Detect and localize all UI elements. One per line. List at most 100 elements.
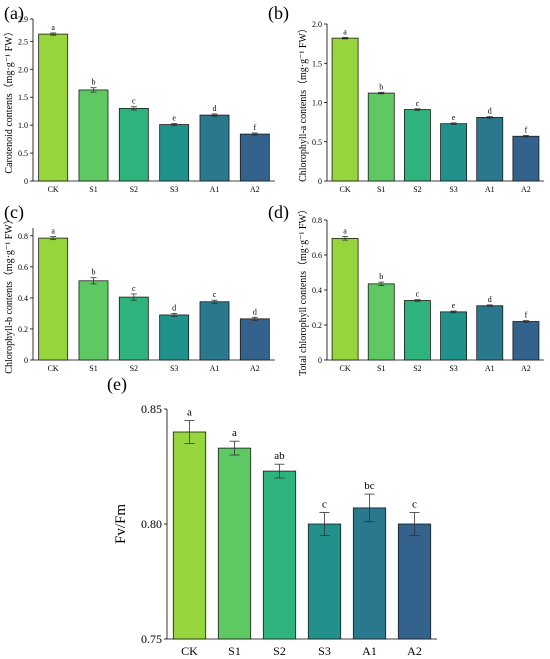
y-tick-label: 2.5 <box>18 37 28 46</box>
significance-letter: c <box>412 499 417 511</box>
y-axis-label: Chlorophyll-b contents（mg·g⁻¹ FW） <box>3 214 15 373</box>
y-tick-label: 0.6 <box>312 251 322 260</box>
significance-letter: c <box>416 99 420 108</box>
significance-letter: c <box>132 284 136 293</box>
x-tick-label: S2 <box>273 644 286 658</box>
y-tick-label: 0.4 <box>312 286 322 295</box>
y-tick-label: 0.6 <box>18 263 28 272</box>
significance-letter: f <box>525 125 528 134</box>
y-tick-label: 1.5 <box>18 93 28 102</box>
x-tick-label: S3 <box>449 364 457 373</box>
bar-S1 <box>217 447 252 640</box>
x-tick-label: A2 <box>250 185 260 194</box>
x-tick-label: A1 <box>485 364 495 373</box>
y-tick-label: 0 <box>318 177 322 186</box>
bar-S3 <box>440 123 468 182</box>
y-tick-label: 2.0 <box>18 65 28 74</box>
x-tick-label: CK <box>48 185 59 194</box>
x-tick-label: S3 <box>318 644 331 658</box>
y-tick-label: 0 <box>318 356 322 365</box>
bar-S3 <box>159 124 190 182</box>
panel-b: (b) 0 0.5 1.0 1.5 2.0 a CK b S1 c S2 e S3 d A1 f A2 Chloro… <box>268 3 544 194</box>
y-tick-label: 0.4 <box>18 294 28 303</box>
panel-label: (c) <box>4 202 24 223</box>
y-axis-label: Total chlorophyll contents（mg·g⁻¹ FW） <box>297 204 309 376</box>
significance-letter: e <box>172 113 176 122</box>
x-tick-label: S1 <box>377 185 385 194</box>
significance-letter: a <box>51 227 55 236</box>
x-tick-label: S1 <box>89 185 97 194</box>
bar-S1 <box>367 92 395 182</box>
y-axis-label: Fv/Fm <box>113 504 129 544</box>
bar-A1 <box>199 301 230 361</box>
y-tick-label: 2.9 <box>18 15 28 24</box>
bar-S2 <box>118 296 149 361</box>
y-tick-label: 0.5 <box>312 138 322 147</box>
significance-letter: f <box>525 311 528 320</box>
significance-letter: b <box>92 268 96 277</box>
x-tick-label: S1 <box>377 364 385 373</box>
y-tick-label: 2.0 <box>312 20 322 29</box>
bar-A2 <box>512 135 540 182</box>
y-axis-label: Carotenoid contents（mg·g⁻¹ FW） <box>3 26 15 173</box>
y-tick-label: 0.85 <box>141 402 162 416</box>
bar-A2 <box>397 523 432 640</box>
significance-letter: c <box>132 97 136 106</box>
significance-letter: c <box>213 290 217 299</box>
significance-letter: e <box>452 301 456 310</box>
x-tick-label: S2 <box>413 185 421 194</box>
x-tick-label: S1 <box>228 644 241 658</box>
x-tick-label: S1 <box>89 364 97 373</box>
significance-letter: b <box>92 78 96 87</box>
significance-letter: d <box>213 104 217 113</box>
x-tick-label: A1 <box>485 185 495 194</box>
significance-letter: a <box>343 27 347 36</box>
significance-letter: f <box>253 123 256 132</box>
y-tick-label: 0.5 <box>18 149 28 158</box>
bar-S1 <box>78 89 109 182</box>
y-tick-label: 0.8 <box>18 232 28 241</box>
significance-letter: c <box>416 290 420 299</box>
bar-S3 <box>307 523 342 640</box>
bar-S2 <box>403 109 431 182</box>
y-tick-label: 0 <box>24 356 28 365</box>
significance-letter: ab <box>274 450 285 462</box>
x-tick-label: A1 <box>210 364 220 373</box>
bar-A1 <box>199 114 230 182</box>
bar-CK <box>38 33 69 182</box>
bar-S1 <box>78 280 109 361</box>
panel-d: (d) 0 0.2 0.4 0.6 0.8 a CK b S1 c S2 e S3 d A1 f A2 Total … <box>268 202 544 376</box>
x-tick-label: S2 <box>130 185 138 194</box>
panel-label: (a) <box>4 3 24 24</box>
significance-letter: bc <box>364 480 375 492</box>
x-tick-label: S2 <box>130 364 138 373</box>
bar-S1 <box>367 283 395 361</box>
panel-a: (a) 0 0.5 1.0 1.5 2.0 2.5 2.9 a CK b S1 c S2 e S3 d A1 f A2… <box>3 3 275 194</box>
panel-label: (e) <box>107 374 127 395</box>
bar-CK <box>331 37 359 182</box>
significance-letter: a <box>343 227 347 236</box>
x-tick-label: S2 <box>413 364 421 373</box>
bar-S2 <box>262 470 297 640</box>
significance-letter: a <box>51 23 55 32</box>
y-tick-label: 1.0 <box>18 121 28 130</box>
x-tick-label: A2 <box>521 364 531 373</box>
bar-CK <box>172 431 207 640</box>
x-tick-label: A1 <box>210 185 220 194</box>
bar-A1 <box>352 507 387 640</box>
significance-letter: b <box>379 272 383 281</box>
significance-letter: b <box>379 82 383 91</box>
x-tick-label: CK <box>340 364 351 373</box>
panel-label: (d) <box>268 202 289 223</box>
significance-letter: d <box>253 307 257 316</box>
bar-S2 <box>118 107 149 182</box>
bar-A2 <box>239 133 270 182</box>
x-tick-label: A2 <box>250 364 260 373</box>
x-tick-label: A2 <box>407 644 422 658</box>
x-tick-label: A1 <box>362 644 377 658</box>
y-tick-label: 1.0 <box>312 99 322 108</box>
significance-letter: c <box>322 499 327 511</box>
y-tick-label: 1.5 <box>312 59 322 68</box>
significance-letter: d <box>172 303 176 312</box>
x-tick-label: S3 <box>170 364 178 373</box>
